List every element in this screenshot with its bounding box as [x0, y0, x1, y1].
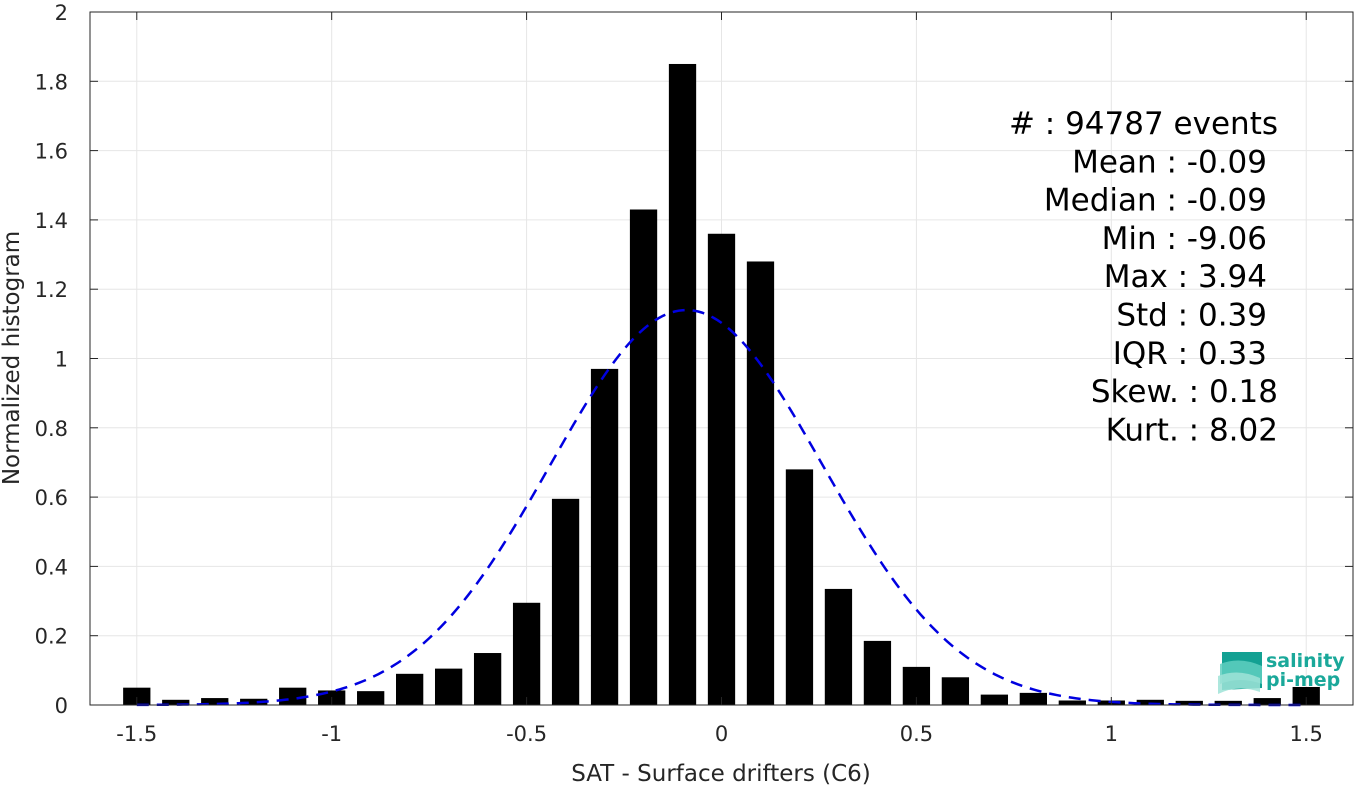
y-tick-label: 0.4 [35, 555, 68, 579]
salinity-layers-icon [1218, 652, 1262, 694]
histogram-bar [473, 653, 502, 705]
y-axis-title: Normalized histogram [0, 231, 25, 485]
stat-line: Max : 3.94 [1104, 259, 1267, 295]
histogram-bar [824, 588, 853, 705]
y-tick-label: 1 [55, 348, 68, 372]
y-tick-label: 1.4 [35, 209, 68, 233]
axis-ticks: -1.5 -1 -0.5 0 0.5 1 1.5 0 0.2 0.4 0.6 0.8 1 1.2 1.4 1.… [35, 1, 1353, 746]
histogram-bar [201, 698, 229, 705]
histogram-bar [629, 209, 658, 705]
histogram-bar [668, 63, 697, 706]
stat-line: IQR : 0.33 [1113, 336, 1267, 372]
histogram-bar [551, 498, 580, 705]
histogram-bar [785, 469, 814, 705]
histogram-bar [941, 677, 970, 705]
y-tick-label: 1.6 [35, 140, 68, 164]
histogram-bar [590, 368, 619, 705]
y-tick-label: 0.6 [35, 486, 68, 510]
x-tick-label: -1 [321, 722, 342, 746]
histogram-bars [123, 63, 1320, 706]
stat-line: Std : 0.39 [1116, 298, 1267, 334]
histogram-bar [1214, 700, 1242, 705]
histogram-bar [434, 668, 463, 705]
histogram-bar [863, 640, 892, 705]
histogram-bar [162, 699, 190, 705]
x-tick-label: 1 [1105, 722, 1118, 746]
stat-line: Min : -9.06 [1102, 221, 1267, 257]
histogram-bar [1136, 699, 1164, 705]
x-tick-label: 0.5 [900, 722, 933, 746]
stat-line: Mean : -0.09 [1072, 144, 1267, 180]
histogram-bar [1292, 686, 1320, 705]
stat-line: Kurt. : 8.02 [1106, 412, 1278, 448]
x-tick-label: -1.5 [116, 722, 157, 746]
y-tick-label: 0 [55, 694, 68, 718]
histogram-bar [357, 691, 385, 705]
y-tick-label: 1.8 [35, 70, 68, 94]
histogram-bar [240, 698, 268, 705]
logo: salinity pi-mep [1218, 650, 1345, 694]
histogram-bar [123, 687, 151, 705]
stat-line: Skew. : 0.18 [1091, 374, 1278, 410]
histogram-bar [1175, 700, 1203, 705]
x-tick-label: 0 [715, 722, 728, 746]
y-tick-label: 1.2 [35, 278, 68, 302]
x-tick-label: -0.5 [506, 722, 547, 746]
y-tick-label: 0.2 [35, 625, 68, 649]
x-tick-label: 1.5 [1290, 722, 1323, 746]
stat-line: Median : -0.09 [1044, 183, 1267, 219]
histogram-bar [746, 261, 775, 705]
x-axis-title: SAT - Surface drifters (C6) [571, 761, 871, 785]
y-tick-label: 2 [55, 1, 68, 25]
histogram-bar [1058, 700, 1086, 705]
histogram-bar [1019, 692, 1047, 705]
histogram-bar [707, 233, 736, 705]
y-tick-label: 0.8 [35, 417, 68, 441]
histogram-bar [980, 694, 1009, 705]
histogram-bar [1253, 698, 1281, 705]
histogram-bar [512, 602, 541, 705]
logo-text-salinity: salinity [1266, 650, 1345, 672]
histogram-bar [396, 673, 424, 705]
logo-text-pimep: pi-mep [1266, 669, 1340, 691]
stat-line: # : 94787 events [1009, 106, 1278, 142]
